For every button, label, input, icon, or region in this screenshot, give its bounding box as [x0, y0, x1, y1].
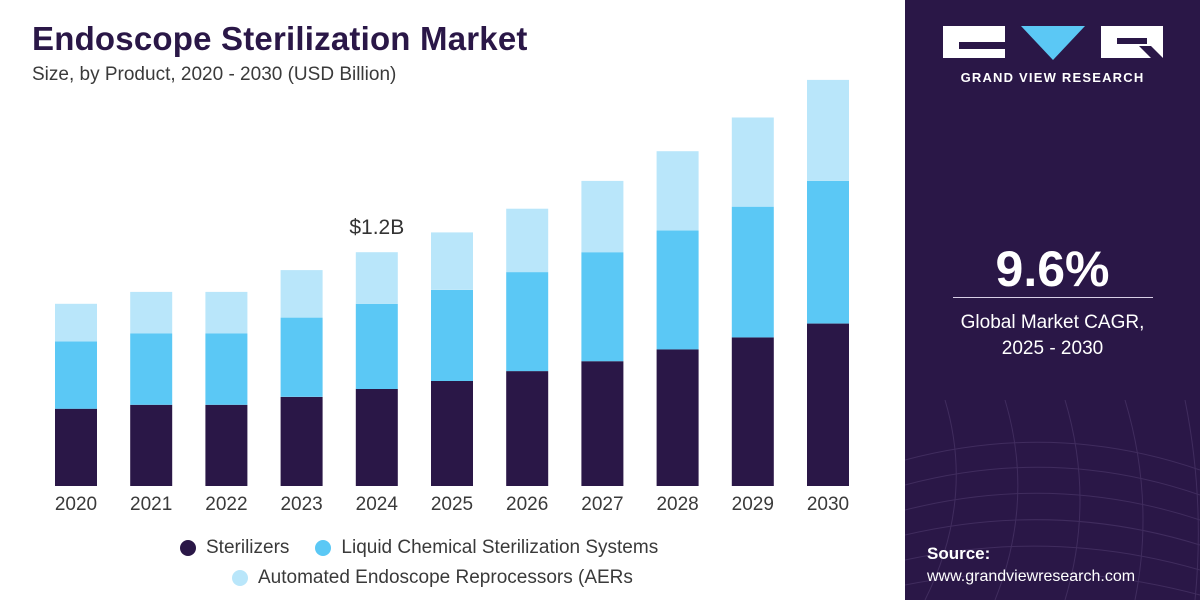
decorative-mesh-icon [905, 400, 1200, 600]
bar-liquid-chemical-sterilization-systems-2027 [581, 252, 624, 362]
bar-liquid-chemical-sterilization-systems-2024 [355, 303, 398, 389]
bar-sterilizers-2020 [55, 408, 97, 486]
bar-automated-endoscope-reprocessors-aers-2028 [656, 151, 699, 231]
bar-automated-endoscope-reprocessors-aers-2029 [731, 117, 774, 207]
source-url: www.grandviewresearch.com [927, 568, 1136, 585]
bar-sterilizers-2023 [280, 396, 323, 486]
cagr-label-line1: Global Market CAGR, [960, 312, 1145, 333]
bar-automated-endoscope-reprocessors-aers-2024 [355, 252, 398, 304]
bar-liquid-chemical-sterilization-systems-2021 [130, 333, 173, 405]
x-tick-label-2023: 2023 [280, 494, 322, 515]
x-tick-label-2027: 2027 [581, 494, 623, 515]
cagr-label: Global Market CAGR, 2025 - 2030 [905, 310, 1200, 362]
bar-sterilizers-2030 [807, 323, 849, 486]
x-tick-label-2029: 2029 [732, 494, 774, 515]
legend-label-aers: Automated Endoscope Reprocessors (AERs [258, 567, 633, 588]
stacked-bar-chart: 2020 2021 2022 2023 2024 $1.2B 2025 2026 2027 202… [55, 79, 849, 515]
brand-name: GRAND VIEW RESEARCH [960, 70, 1145, 85]
bar-automated-endoscope-reprocessors-aers-2030 [807, 79, 849, 181]
bar-sterilizers-2029 [731, 337, 774, 486]
legend-row-2: Automated Endoscope Reprocessors (AERs [232, 567, 659, 589]
bar-liquid-chemical-sterilization-systems-2020 [55, 341, 97, 409]
bar-sterilizers-2028 [656, 349, 699, 486]
bar-sterilizers-2025 [431, 381, 473, 486]
bar-automated-endoscope-reprocessors-aers-2021 [130, 291, 173, 334]
bar-liquid-chemical-sterilization-systems-2025 [431, 289, 473, 381]
legend-item-aers: Automated Endoscope Reprocessors (AERs [232, 567, 633, 589]
legend-swatch-liquid-chemical [315, 540, 332, 556]
x-tick-label-2030: 2030 [807, 494, 849, 515]
chart-subtitle: Size, by Product, 2020 - 2030 (USD Billi… [32, 64, 397, 85]
x-tick-label-2021: 2021 [130, 494, 172, 515]
cagr-value: 9.6% [995, 241, 1110, 297]
legend-label-sterilizers: Sterilizers [206, 537, 290, 558]
bar-sterilizers-2022 [205, 404, 248, 486]
data-label-2024: $1.2B [349, 216, 404, 239]
legend-swatch-sterilizers [180, 540, 196, 556]
x-tick-label-2022: 2022 [205, 494, 247, 515]
bar-liquid-chemical-sterilization-systems-2030 [807, 180, 849, 324]
bar-liquid-chemical-sterilization-systems-2023 [280, 317, 323, 397]
bar-automated-endoscope-reprocessors-aers-2026 [506, 208, 549, 273]
chart-area: Endoscope Sterilization Market Size, by … [32, 20, 850, 589]
divider [953, 297, 1153, 298]
bar-automated-endoscope-reprocessors-aers-2022 [205, 291, 248, 334]
legend-row-1: Sterilizers Liquid Chemical Sterilizatio… [180, 537, 684, 559]
gvr-logo-icon [943, 26, 1163, 60]
bar-liquid-chemical-sterilization-systems-2029 [731, 206, 774, 338]
x-tick-label-2020: 2020 [55, 494, 97, 515]
info-panel: GRAND VIEW RESEARCH 9.6% Global Market C… [905, 0, 1200, 600]
bar-automated-endoscope-reprocessors-aers-2025 [431, 232, 473, 290]
x-tick-label-2028: 2028 [656, 494, 698, 515]
cagr-label-line2: 2025 - 2030 [1001, 338, 1104, 359]
bar-sterilizers-2024 [355, 388, 398, 486]
x-tick-label-2025: 2025 [431, 494, 473, 515]
bar-sterilizers-2027 [581, 361, 624, 486]
chart-title: Endoscope Sterilization Market [32, 20, 528, 57]
bar-automated-endoscope-reprocessors-aers-2023 [280, 270, 323, 318]
legend-swatch-aers [232, 570, 248, 586]
bar-sterilizers-2026 [506, 371, 549, 486]
bar-automated-endoscope-reprocessors-aers-2020 [55, 303, 97, 342]
source-label: Source: [927, 544, 991, 563]
legend-label-liquid-chemical: Liquid Chemical Sterilization Systems [341, 537, 659, 558]
bar-automated-endoscope-reprocessors-aers-2027 [581, 180, 624, 253]
bar-liquid-chemical-sterilization-systems-2026 [506, 272, 549, 372]
x-tick-label-2024: 2024 [356, 494, 399, 515]
bar-liquid-chemical-sterilization-systems-2022 [205, 333, 248, 405]
legend-item-sterilizers: Sterilizers [180, 537, 289, 559]
x-tick-label-2026: 2026 [506, 494, 548, 515]
legend-item-liquid-chemical: Liquid Chemical Sterilization Systems [315, 537, 658, 559]
bar-liquid-chemical-sterilization-systems-2028 [656, 230, 699, 350]
bar-sterilizers-2021 [130, 404, 173, 486]
